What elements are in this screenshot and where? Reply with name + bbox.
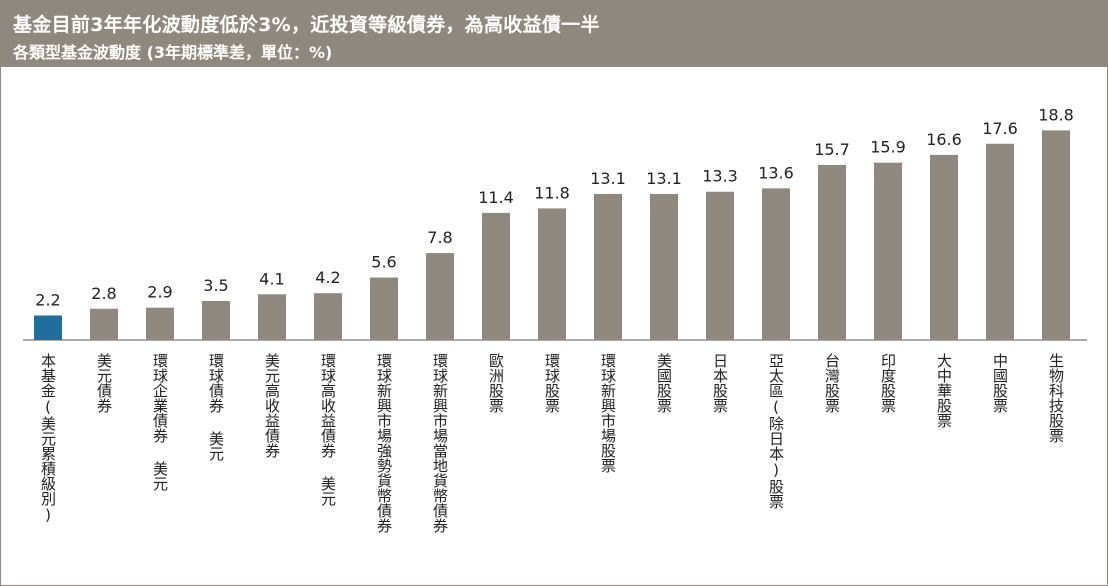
category-label-10: 環球新興市場股票 <box>599 353 617 473</box>
category-label-8: 歐洲股票 <box>487 353 505 413</box>
category-label-15: 印度股票 <box>879 353 897 413</box>
value-label-12: 13.3 <box>702 167 738 186</box>
bar-17 <box>986 143 1014 340</box>
value-label-15: 15.9 <box>870 138 906 157</box>
value-label-14: 15.7 <box>814 140 850 159</box>
bar-4 <box>258 294 286 340</box>
bar-8 <box>482 212 510 340</box>
value-label-10: 13.1 <box>590 169 626 188</box>
category-label-5: 環球高收益債券 美元 <box>319 353 337 507</box>
category-label-0: 本基金(美元累積級別) <box>39 353 57 524</box>
category-label-16: 大中華股票 <box>935 353 953 428</box>
value-label-18: 18.8 <box>1038 105 1074 124</box>
value-label-9: 11.8 <box>534 183 570 202</box>
bar-3 <box>202 300 230 340</box>
category-label-18: 生物科技股票 <box>1047 353 1065 443</box>
category-label-13: 亞太區(除日本)股票 <box>767 353 785 509</box>
category-label-7: 環球新興市場當地貨幣債券 <box>431 353 449 534</box>
value-label-8: 11.4 <box>478 188 514 207</box>
value-label-4: 4.1 <box>259 269 284 288</box>
category-label-12: 日本股票 <box>711 353 729 413</box>
category-label-11: 美國股票 <box>655 353 673 413</box>
chart-header: 基金目前3年年化波動度低於3%，近投資等級債券，為高收益債一半 各類型基金波動度… <box>1 1 1107 67</box>
value-label-16: 16.6 <box>926 130 962 149</box>
value-label-13: 13.6 <box>758 163 794 182</box>
category-label-1: 美元債券 <box>95 353 113 414</box>
value-label-5: 4.2 <box>315 268 340 287</box>
bar-13 <box>762 188 790 340</box>
value-label-1: 2.8 <box>91 284 116 303</box>
bar-11 <box>650 193 678 340</box>
bar-16 <box>930 154 958 340</box>
bar-1 <box>90 308 118 340</box>
bar-7 <box>426 253 454 340</box>
chart-title: 基金目前3年年化波動度低於3%，近投資等級債券，為高收益債一半 <box>13 14 600 36</box>
category-label-9: 環球股票 <box>543 353 561 413</box>
bar-14 <box>818 164 846 340</box>
bar-5 <box>314 293 342 340</box>
value-label-6: 5.6 <box>371 253 396 272</box>
category-label-14: 台灣股票 <box>823 353 841 413</box>
chart-subtitle: 各類型基金波動度 (3年期標準差，單位：%) <box>13 43 333 62</box>
category-label-6: 環球新興市場強勢貨幣債券 <box>375 353 393 534</box>
bar-0 <box>34 315 62 340</box>
bar-2 <box>146 307 174 340</box>
bar-12 <box>706 191 734 340</box>
category-label-17: 中國股票 <box>991 353 1009 413</box>
bar-10 <box>594 193 622 340</box>
value-label-11: 13.1 <box>646 169 682 188</box>
value-label-17: 17.6 <box>982 119 1018 138</box>
value-label-7: 7.8 <box>427 228 452 247</box>
value-label-3: 3.5 <box>203 276 228 295</box>
value-label-2: 2.9 <box>147 283 172 302</box>
category-label-2: 環球企業債券 美元 <box>151 353 169 492</box>
category-label-4: 美元高收益債券 <box>263 353 281 459</box>
bar-9 <box>538 208 566 340</box>
category-label-3: 環球債券 美元 <box>207 353 225 462</box>
value-label-0: 2.2 <box>35 290 60 309</box>
bar-6 <box>370 277 398 340</box>
bar-18 <box>1042 130 1070 340</box>
bar-15 <box>874 162 902 340</box>
